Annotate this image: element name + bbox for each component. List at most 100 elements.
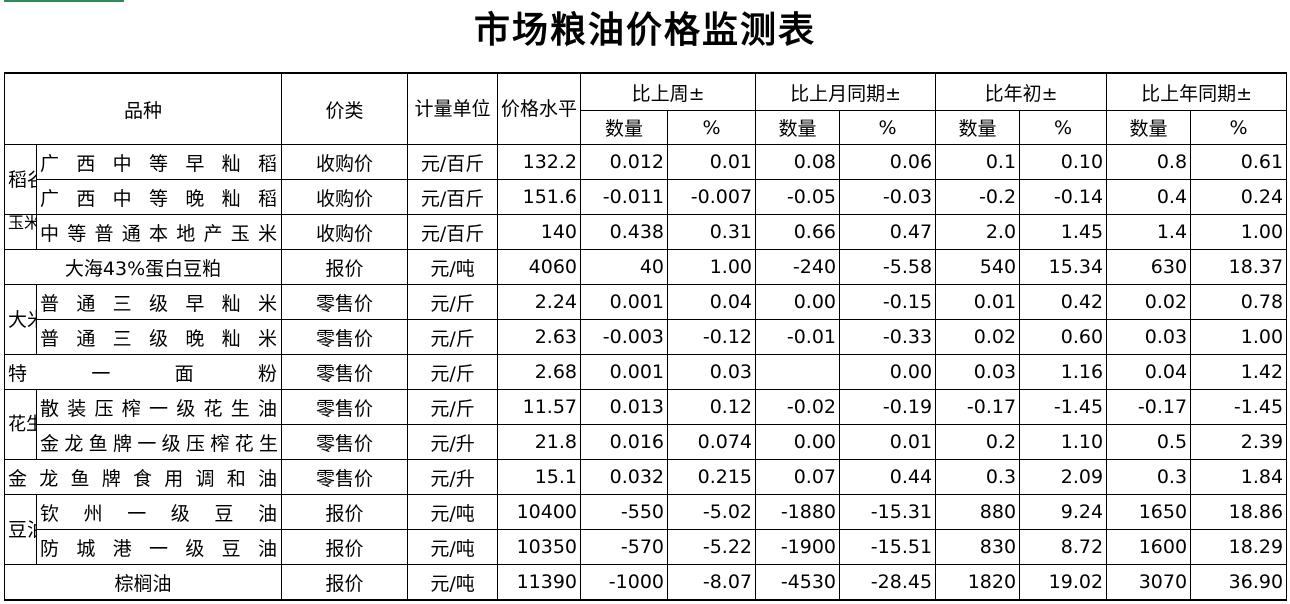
category-cell: 玉米 bbox=[4, 214, 37, 250]
value-cell: 0.61 bbox=[1190, 144, 1288, 180]
value-cell: 0.66 bbox=[755, 214, 841, 250]
value-cell: 0.00 bbox=[755, 284, 841, 320]
header-qty: 数量 bbox=[580, 110, 669, 145]
value-cell: 0.01 bbox=[667, 144, 757, 180]
value-cell: -0.33 bbox=[839, 319, 937, 355]
price-type-cell: 报价 bbox=[281, 529, 409, 565]
value-cell: 0.03 bbox=[1106, 319, 1192, 355]
table-row: 稻谷 广 西 中 等 早 籼 稻 收购价 元/百斤 132.2 0.012 0.… bbox=[4, 144, 1288, 215]
value-cell: 0.42 bbox=[1019, 284, 1108, 320]
price-type-cell: 零售价 bbox=[281, 319, 409, 355]
value-cell: 0.01 bbox=[839, 424, 937, 460]
header-qty: 数量 bbox=[935, 110, 1021, 145]
value-cell: -1900 bbox=[755, 529, 841, 565]
value-cell: 18.86 bbox=[1190, 494, 1288, 530]
value-cell: 830 bbox=[935, 529, 1021, 565]
variety-cell: 防 城 港 一 级 豆 油 bbox=[35, 529, 283, 565]
price-cell: 10400 bbox=[497, 494, 582, 530]
header-group-last-year: 比上年同期± bbox=[1106, 72, 1288, 111]
variety-cell: 普 通 三 级 早 籼 米 bbox=[35, 284, 283, 320]
price-type-cell: 零售价 bbox=[281, 284, 409, 320]
value-cell: -1880 bbox=[755, 494, 841, 530]
value-cell: 0.04 bbox=[667, 284, 757, 320]
header-variety: 品种 bbox=[3, 72, 283, 145]
table-row: 广 西 中 等 晚 籼 稻 收购价 元/百斤 151.6 -0.011 -0.0… bbox=[5, 179, 1288, 215]
value-cell: 1.45 bbox=[1019, 214, 1108, 250]
value-cell: 15.34 bbox=[1019, 249, 1108, 285]
value-cell: -15.31 bbox=[839, 494, 937, 530]
value-cell: 36.90 bbox=[1190, 564, 1288, 601]
header-qty: 数量 bbox=[1106, 110, 1192, 145]
value-cell: -1.45 bbox=[1019, 389, 1108, 425]
price-cell: 11390 bbox=[497, 564, 582, 601]
value-cell: 0.04 bbox=[1106, 354, 1192, 390]
table-row: 金 龙 鱼 牌 食 用 调 和 油 零售价 元/升 15.1 0.032 0.2… bbox=[3, 459, 1288, 495]
value-cell: 0.47 bbox=[839, 214, 937, 250]
table-row: 豆油 钦 州 一 级 豆 油 报价 元/吨 10400 -550 -5.02 -… bbox=[4, 494, 1288, 565]
table-row: 大米 普 通 三 级 早 籼 米 零售价 元/斤 2.24 0.001 0.04… bbox=[4, 284, 1288, 355]
value-cell: 3070 bbox=[1106, 564, 1192, 601]
category-cell: 花生油 bbox=[4, 389, 37, 460]
value-cell: -0.12 bbox=[667, 319, 757, 355]
value-cell: 0.3 bbox=[1106, 459, 1192, 495]
header-group-month: 比上月同期± bbox=[755, 72, 937, 111]
value-cell: 18.37 bbox=[1190, 249, 1288, 285]
value-cell: 0.02 bbox=[1106, 284, 1192, 320]
value-cell: 2.09 bbox=[1019, 459, 1108, 495]
price-cell: 2.63 bbox=[497, 319, 582, 355]
variety-cell: 钦 州 一 级 豆 油 bbox=[35, 494, 283, 530]
value-cell: -240 bbox=[755, 249, 841, 285]
variety-cell: 棕榈油 bbox=[3, 564, 283, 601]
price-cell: 10350 bbox=[497, 529, 582, 565]
value-cell: 19.02 bbox=[1019, 564, 1108, 601]
value-cell: -5.02 bbox=[667, 494, 757, 530]
value-cell: -0.03 bbox=[839, 179, 937, 215]
header-pct: % bbox=[667, 110, 757, 145]
value-cell: 0.00 bbox=[755, 424, 841, 460]
table-row: 大海43%蛋白豆粕 报价 元/吨 4060 40 1.00 -240 -5.58… bbox=[3, 249, 1288, 285]
value-cell: 0.001 bbox=[580, 284, 669, 320]
value-cell: 0.016 bbox=[580, 424, 669, 460]
price-type-cell: 报价 bbox=[281, 249, 409, 285]
category-cell: 稻谷 bbox=[4, 144, 37, 215]
value-cell: -28.45 bbox=[839, 564, 937, 601]
value-cell: 0.2 bbox=[935, 424, 1021, 460]
value-cell: 0.3 bbox=[935, 459, 1021, 495]
value-cell: -0.007 bbox=[667, 179, 757, 215]
value-cell: 0.03 bbox=[935, 354, 1021, 390]
price-cell: 132.2 bbox=[497, 144, 582, 180]
value-cell: 0.012 bbox=[580, 144, 669, 180]
variety-cell: 广 西 中 等 早 籼 稻 bbox=[35, 144, 283, 180]
value-cell: -5.22 bbox=[667, 529, 757, 565]
value-cell: -1.45 bbox=[1190, 389, 1288, 425]
value-cell: 0.01 bbox=[935, 284, 1021, 320]
header-pct: % bbox=[839, 110, 937, 145]
value-cell: -0.17 bbox=[1106, 389, 1192, 425]
value-cell: 0.02 bbox=[935, 319, 1021, 355]
table-row: 特 一 面 粉 零售价 元/斤 2.68 0.001 0.03 0.00 0.0… bbox=[3, 354, 1288, 390]
value-cell: -0.05 bbox=[755, 179, 841, 215]
price-cell: 2.68 bbox=[497, 354, 582, 390]
price-cell: 21.8 bbox=[497, 424, 582, 460]
value-cell: 0.215 bbox=[667, 459, 757, 495]
value-cell: 0.00 bbox=[839, 354, 937, 390]
price-cell: 2.24 bbox=[497, 284, 582, 320]
table-row: 花生油 散 装 压 榨 一 级 花 生 油 零售价 元/斤 11.57 0.01… bbox=[4, 389, 1288, 460]
variety-cell: 中 等 普 通 本 地 产 玉 米 bbox=[35, 214, 283, 250]
value-cell: -0.01 bbox=[755, 319, 841, 355]
variety-cell: 广 西 中 等 晚 籼 稻 bbox=[35, 179, 283, 215]
value-cell: 1.84 bbox=[1190, 459, 1288, 495]
value-cell: 1.16 bbox=[1019, 354, 1108, 390]
page-title: 市场粮油价格监测表 bbox=[473, 9, 816, 51]
value-cell: 0.44 bbox=[839, 459, 937, 495]
variety-cell: 金 龙 鱼 牌 食 用 调 和 油 bbox=[3, 459, 283, 495]
value-cell: 1.4 bbox=[1106, 214, 1192, 250]
value-cell: 0.5 bbox=[1106, 424, 1192, 460]
unit-cell: 元/吨 bbox=[407, 249, 499, 285]
value-cell: 630 bbox=[1106, 249, 1192, 285]
table-row: 金龙鱼牌一级压榨花生 零售价 元/升 21.8 0.016 0.074 0.00… bbox=[5, 424, 1288, 460]
unit-cell: 元/百斤 bbox=[407, 179, 499, 215]
unit-cell: 元/吨 bbox=[407, 564, 499, 601]
value-cell: 2.0 bbox=[935, 214, 1021, 250]
value-cell: 18.29 bbox=[1190, 529, 1288, 565]
